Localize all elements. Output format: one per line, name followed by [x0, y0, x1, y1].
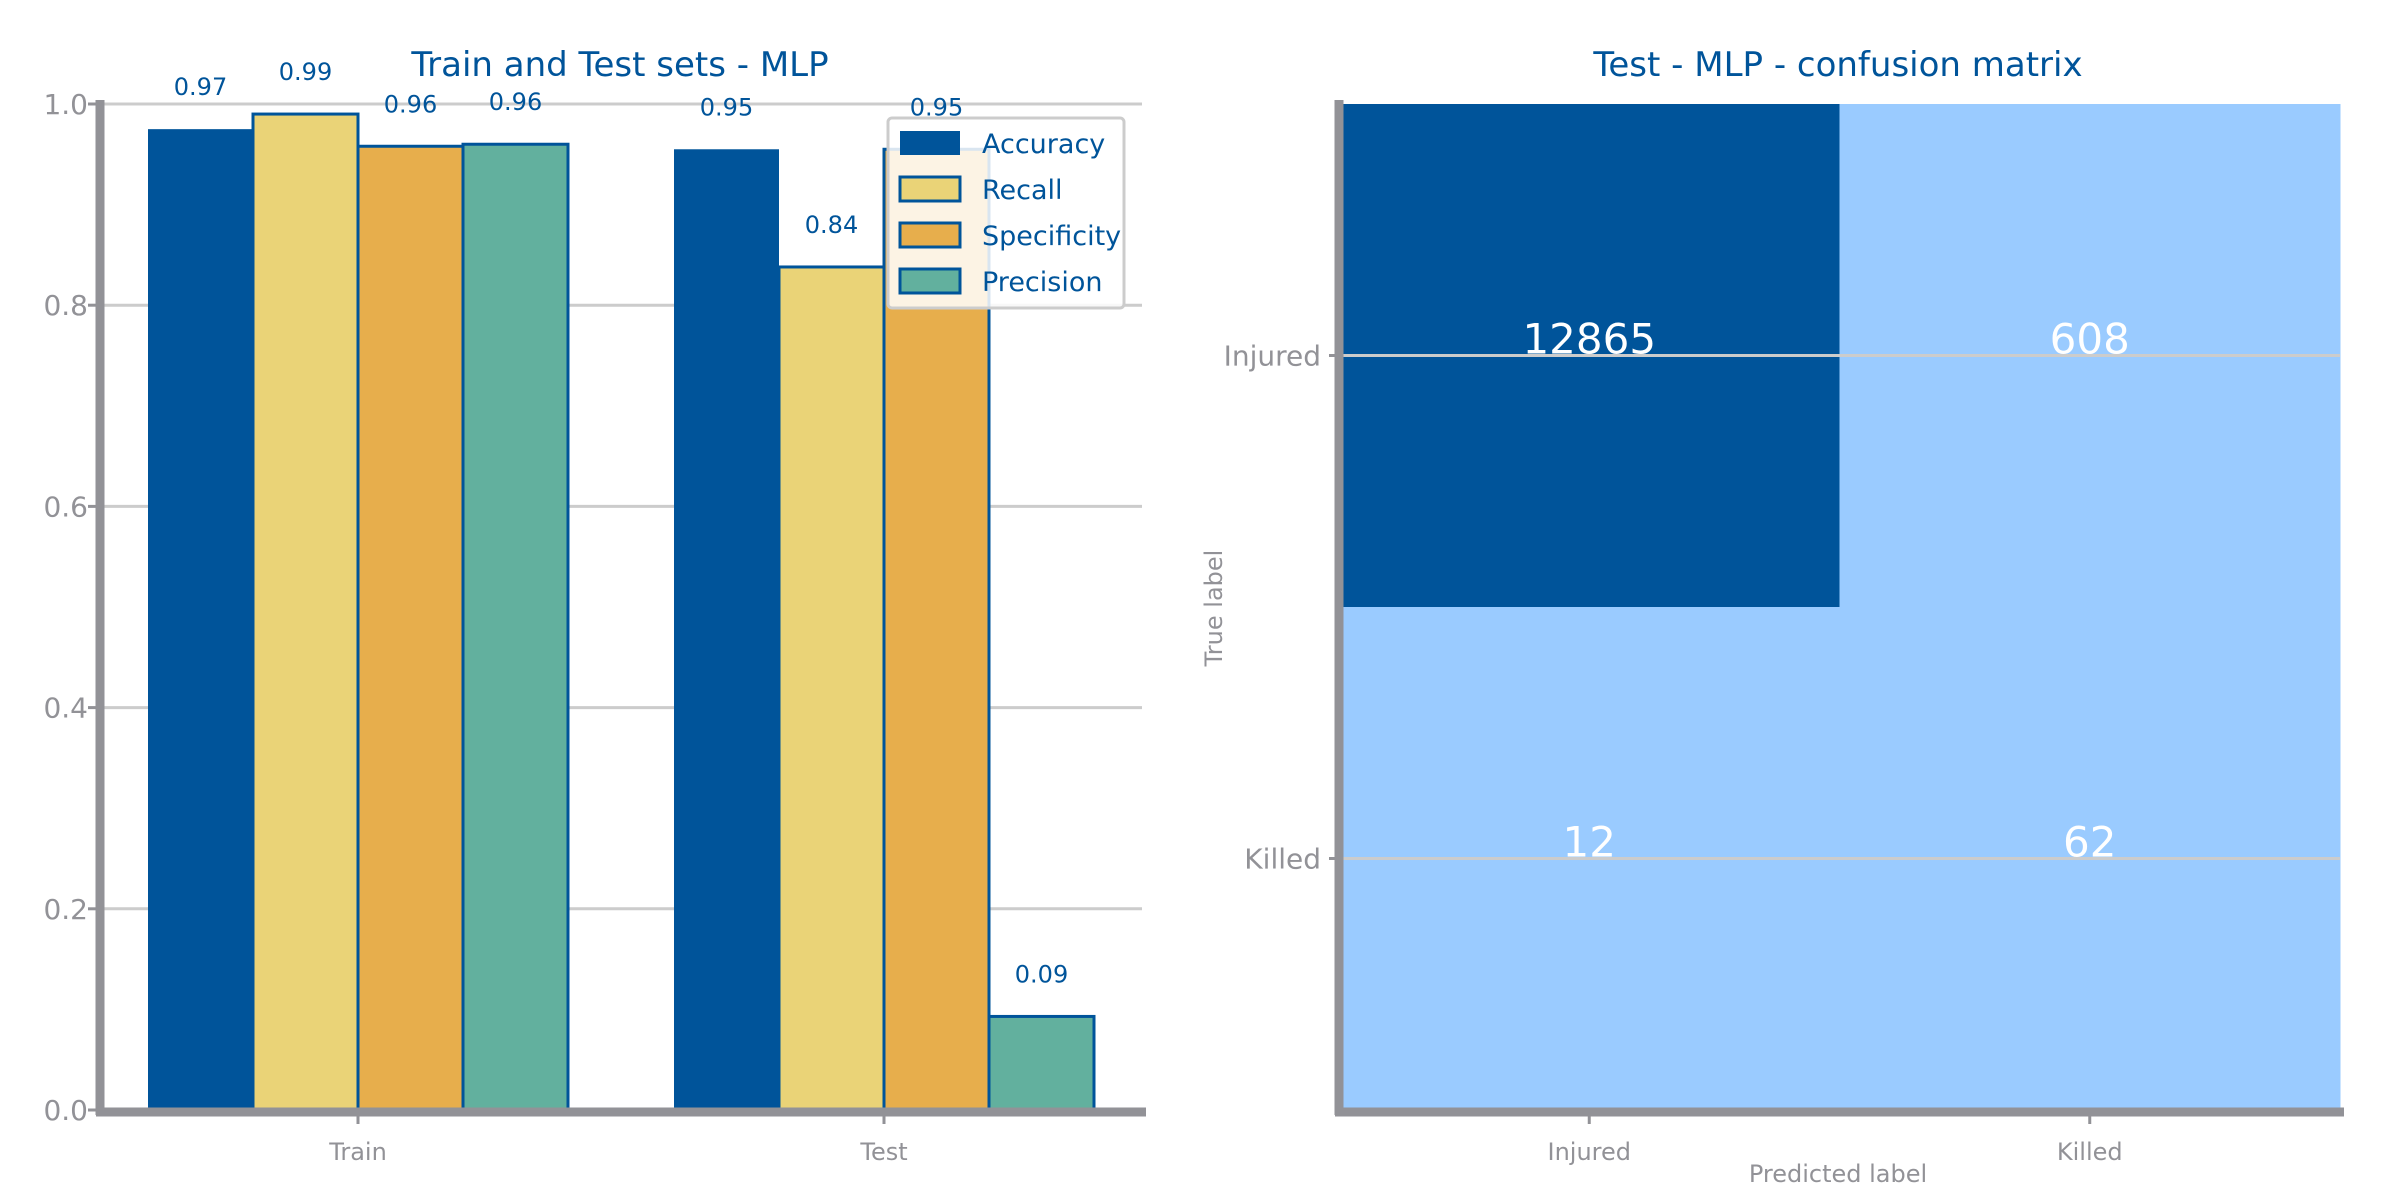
x-tick-label: Train [328, 1138, 387, 1166]
bar-accuracy-train [148, 129, 253, 1110]
y-tick-label: 0.4 [43, 692, 88, 725]
data-label: 0.09 [1015, 960, 1068, 988]
data-label: 0.96 [384, 90, 437, 118]
bar-specificity-train [356, 144, 465, 1112]
data-label: 0.84 [805, 211, 858, 239]
legend-label-specificity: Specificity [982, 221, 1121, 252]
legend-swatch-precision [898, 267, 962, 295]
cm-cell-value: 608 [2050, 315, 2130, 364]
legend-label-precision: Precision [982, 267, 1102, 298]
confusion-matrix-title: Test - MLP - confusion matrix [1592, 45, 2082, 85]
y-tick-label: Killed [1244, 843, 1321, 876]
x-tick-label: Killed [2057, 1138, 2123, 1166]
y-tick-label: Injured [1224, 340, 1321, 373]
bar-recall-train [251, 112, 360, 1112]
y-axis-label: True label [1200, 550, 1228, 668]
data-label: 0.97 [174, 73, 227, 101]
legend-swatch-specificity [898, 221, 962, 249]
legend-box [886, 116, 1126, 310]
x-tick-label: Injured [1547, 1138, 1631, 1166]
bar-precision-test [987, 1014, 1096, 1112]
x-tick-label: Test [859, 1138, 907, 1166]
bar-accuracy-test [674, 149, 779, 1110]
bar-recall-test [777, 265, 886, 1112]
bar-chart-panel: 0.970.950.990.840.96 0.950.960.09 0.00.20… [43, 45, 1146, 1166]
y-tick-label: 1.0 [43, 88, 88, 121]
legend-swatch-accuracy [900, 131, 960, 155]
bar-chart-title: Train and Test sets - MLP [410, 45, 828, 85]
y-tick-label: 0.8 [43, 289, 88, 322]
cm-cell-value: 12865 [1522, 315, 1656, 364]
legend-swatch-recall [898, 175, 962, 203]
y-tick-label: 0.0 [43, 1094, 88, 1127]
legend: Accuracy Recall Specificity Precision [886, 116, 1126, 310]
y-tick-label: 0.6 [43, 490, 88, 523]
data-label: 0.96 [489, 88, 542, 116]
x-axis-label: Predicted label [1749, 1160, 1927, 1188]
cm-cell-value: 62 [2063, 818, 2116, 867]
data-label: 0.95 [700, 93, 753, 121]
legend-label-recall: Recall [982, 175, 1063, 206]
bar-precision-train [461, 142, 570, 1112]
cm-cell-value: 12 [1563, 818, 1616, 867]
legend-label-accuracy: Accuracy [982, 129, 1105, 160]
y-tick-label: 0.2 [43, 893, 88, 926]
data-label: 0.99 [279, 58, 332, 86]
